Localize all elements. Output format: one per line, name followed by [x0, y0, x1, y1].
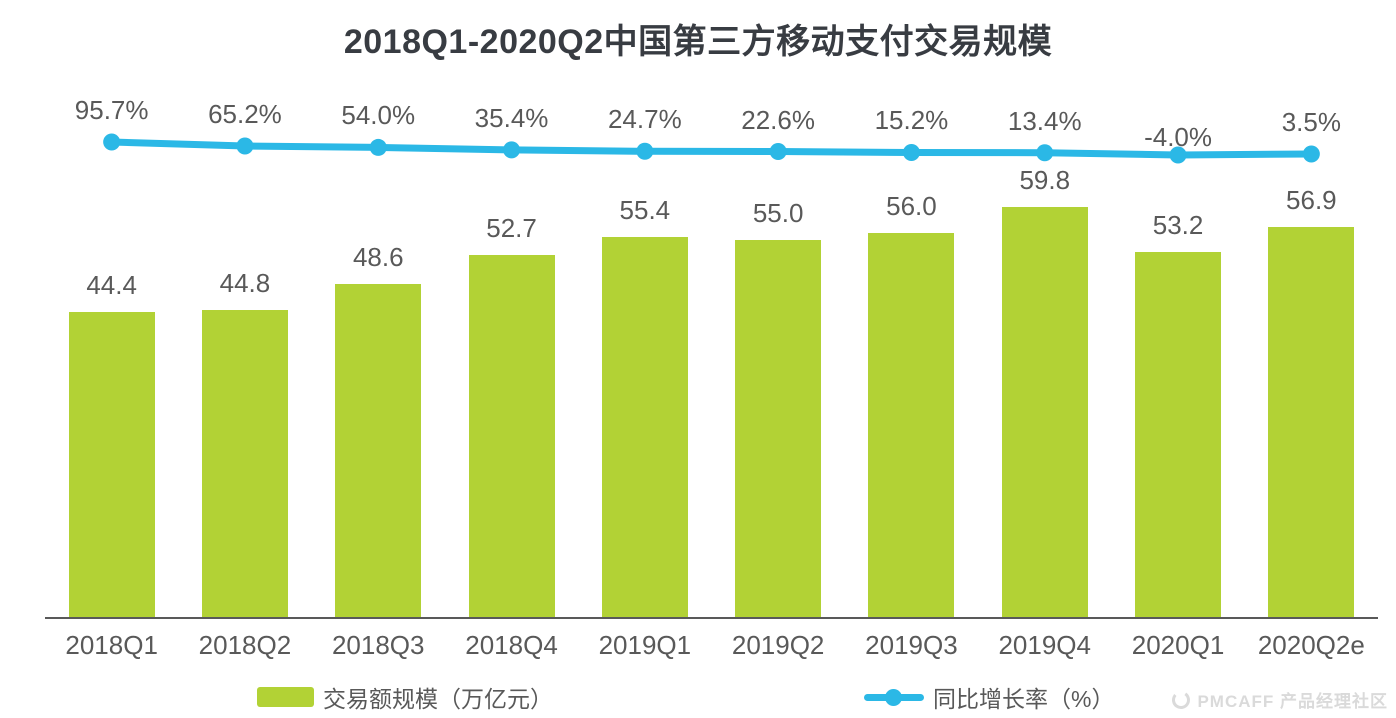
x-axis-label: 2019Q3: [865, 630, 958, 660]
bar-value-label: 56.0: [886, 190, 937, 221]
x-axis-line: [45, 617, 1378, 619]
line-point-2018Q1: [103, 133, 121, 151]
line-point-2019Q2: [769, 143, 787, 161]
x-axis-label: 2018Q4: [465, 630, 558, 660]
line-value-label: 3.5%: [1281, 107, 1341, 138]
line-point-2018Q2: [236, 137, 254, 155]
line-legend-marker: [864, 688, 924, 706]
watermark: PMCAFF 产品经理社区: [1171, 687, 1388, 712]
line-point-2018Q3: [369, 138, 387, 156]
line-value-label: 65.2%: [208, 98, 282, 129]
x-axis-label: 2018Q2: [198, 630, 292, 660]
line-point-2018Q4: [503, 141, 521, 159]
bar-2019Q4: [1001, 206, 1088, 617]
chart-title: 2018Q1-2020Q2中国第三方移动支付交易规模: [343, 23, 1053, 61]
line-value-label: 35.4%: [474, 102, 549, 133]
x-axis-label: 2018Q3: [331, 630, 425, 660]
line-value-label: 22.6%: [741, 104, 815, 135]
line-legend-label: 同比增长率（%）: [933, 686, 1115, 712]
line-value-label: 15.2%: [874, 105, 949, 136]
bar-value-label: 48.6: [352, 241, 404, 272]
bar-2019Q3: [868, 232, 955, 617]
x-axis-label: 2019Q1: [598, 630, 692, 660]
line-point-2020Q2e: [1302, 145, 1320, 163]
bar-value-label: 53.2: [1152, 210, 1204, 241]
pmcaff-logo-icon: [1172, 690, 1191, 709]
bar-value-label: 44.4: [86, 270, 137, 301]
bar-2020Q1: [1135, 252, 1222, 617]
line-point-2019Q1: [636, 142, 654, 160]
line-value-label: 24.7%: [607, 104, 682, 135]
legend-item-line: 同比增长率（%）: [864, 684, 1114, 712]
bar-legend-label: 交易额规模（万亿元）: [323, 686, 553, 712]
line-value-label: 13.4%: [1007, 105, 1082, 136]
bar-2018Q3: [335, 283, 422, 617]
legend-item-bars: 交易额规模（万亿元）: [257, 684, 553, 712]
bar-2019Q2: [735, 239, 822, 617]
bar-2018Q1: [68, 312, 155, 617]
bar-value-label: 55.0: [752, 197, 804, 228]
line-point-2019Q4: [1036, 144, 1054, 162]
line-point-2019Q3: [902, 143, 920, 161]
bar-2019Q1: [601, 236, 688, 617]
bar-2018Q2: [201, 309, 288, 617]
line-point-2020Q1: [1169, 146, 1187, 164]
plot-area: 44.4 44.8 48.6 52.7 55.4 55.0 56.0 59.8 53.2 56.9…: [45, 80, 1378, 619]
line-legend-dot: [885, 688, 902, 706]
x-axis-labels: 2018Q1 2018Q2 2018Q3 2018Q4 2019Q1 2019Q2 2019…: [45, 630, 1378, 661]
line-value-label: -4.0%: [1144, 122, 1212, 152]
x-axis-label: 2019Q2: [731, 630, 825, 660]
bar-legend-swatch: [257, 687, 314, 707]
bar-value-label: 56.9: [1286, 184, 1337, 215]
x-axis-label: 2020Q1: [1131, 630, 1225, 660]
bar-2020Q2e: [1268, 226, 1355, 617]
growth-line-path: [108, 138, 1315, 159]
bar-2018Q4: [468, 255, 555, 617]
bar-value-label: 59.8: [1019, 164, 1071, 195]
x-axis-label: 2019Q4: [998, 630, 1091, 660]
x-axis-label: 2020Q2e: [1257, 630, 1365, 660]
line-value-label: 95.7%: [74, 95, 149, 125]
bar-value-label: 55.4: [619, 194, 671, 225]
x-axis-label: 2018Q1: [65, 630, 158, 660]
watermark-text: PMCAFF 产品经理社区: [1197, 692, 1388, 711]
line-value-label: 54.0%: [341, 100, 416, 131]
bar-value-label: 52.7: [486, 213, 537, 244]
bar-value-label: 44.8: [219, 267, 271, 298]
growth-rate-line: [103, 133, 1320, 164]
